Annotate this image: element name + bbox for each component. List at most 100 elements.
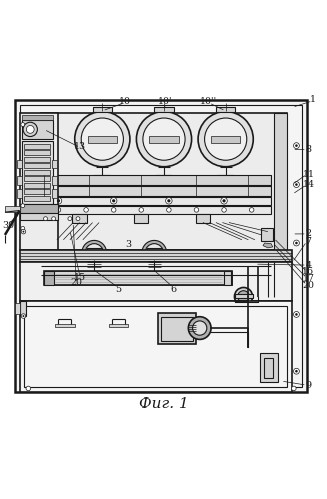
Bar (20, 262, 292, 301)
Circle shape (142, 241, 166, 265)
Bar (44, 270, 232, 285)
Bar (24, 170, 50, 175)
Bar (20, 301, 26, 316)
Bar (44, 206, 271, 214)
Bar (22, 115, 53, 120)
Text: 3: 3 (125, 240, 131, 249)
Bar (264, 358, 273, 378)
Bar (224, 271, 231, 284)
Bar (24, 177, 50, 181)
Text: 10: 10 (118, 97, 130, 106)
Text: 10': 10' (158, 97, 173, 106)
Bar (20, 213, 59, 220)
Circle shape (222, 199, 226, 203)
Bar (147, 248, 162, 260)
Bar (25, 306, 287, 387)
Polygon shape (263, 243, 273, 248)
Circle shape (139, 208, 144, 212)
Bar (5, 206, 20, 212)
Circle shape (188, 317, 211, 339)
Circle shape (295, 183, 298, 186)
Bar (24, 164, 50, 168)
Circle shape (112, 208, 116, 212)
Circle shape (250, 208, 254, 212)
Circle shape (81, 118, 123, 160)
Bar (87, 248, 102, 260)
Bar (274, 113, 287, 250)
Circle shape (221, 198, 227, 204)
Circle shape (56, 208, 61, 212)
Bar (88, 136, 117, 143)
Circle shape (194, 208, 199, 212)
Circle shape (294, 368, 299, 374)
Bar (44, 176, 271, 185)
Circle shape (295, 313, 298, 316)
Bar (20, 301, 292, 392)
Circle shape (294, 143, 299, 149)
Circle shape (21, 227, 25, 231)
Circle shape (21, 230, 26, 234)
Bar (52, 160, 57, 168)
Circle shape (112, 199, 115, 203)
Circle shape (295, 242, 298, 245)
Circle shape (21, 123, 25, 126)
Bar (235, 294, 253, 298)
Circle shape (193, 321, 207, 335)
Bar (109, 324, 128, 327)
Text: Фиг. 1: Фиг. 1 (139, 397, 189, 411)
Bar (149, 136, 179, 143)
Bar (55, 324, 75, 327)
Bar (88, 260, 100, 269)
Text: 13: 13 (74, 142, 86, 151)
Bar (17, 160, 22, 168)
Bar (44, 197, 271, 205)
Bar (20, 113, 59, 250)
Text: 17: 17 (302, 273, 315, 282)
Bar (154, 107, 174, 112)
Text: 14: 14 (302, 180, 315, 189)
Bar (216, 107, 235, 112)
Bar (52, 190, 57, 198)
Bar (20, 250, 292, 262)
Bar (24, 157, 50, 162)
Text: 5: 5 (115, 284, 122, 293)
Bar (261, 229, 273, 242)
Bar (15, 303, 20, 314)
Bar (22, 120, 53, 139)
Circle shape (23, 231, 25, 233)
Bar (44, 186, 271, 196)
Polygon shape (93, 176, 112, 179)
Bar (17, 177, 22, 185)
Circle shape (85, 244, 103, 262)
Bar (44, 270, 232, 285)
Circle shape (294, 311, 299, 317)
Polygon shape (155, 176, 173, 179)
Circle shape (238, 291, 250, 302)
Bar (24, 190, 50, 194)
Text: 20: 20 (70, 278, 82, 287)
Circle shape (57, 199, 60, 203)
Bar (211, 136, 240, 143)
Circle shape (295, 370, 298, 373)
Circle shape (23, 122, 37, 137)
Bar (24, 144, 50, 149)
Circle shape (234, 287, 253, 306)
Circle shape (26, 125, 34, 133)
Bar (17, 190, 22, 198)
Text: 9: 9 (305, 381, 312, 390)
Bar (20, 204, 59, 214)
Bar (52, 177, 57, 185)
Text: 15: 15 (74, 272, 86, 281)
Bar (260, 353, 278, 382)
Circle shape (52, 217, 56, 221)
Circle shape (166, 208, 171, 212)
Circle shape (295, 144, 298, 147)
Circle shape (68, 217, 72, 221)
Bar (22, 141, 53, 204)
Circle shape (76, 217, 80, 221)
Text: 11: 11 (302, 170, 315, 179)
Bar (24, 183, 50, 188)
Circle shape (165, 198, 172, 204)
Bar (41, 113, 287, 250)
Text: 1: 1 (310, 95, 316, 104)
